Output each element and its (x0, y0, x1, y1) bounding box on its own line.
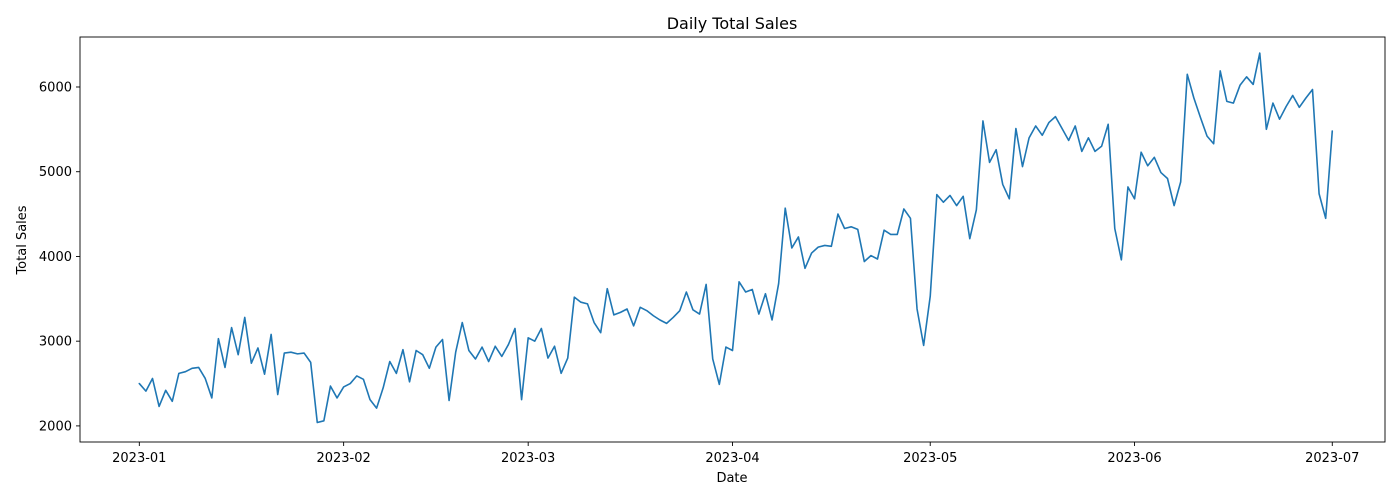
plot-area (80, 37, 1385, 442)
y-tick-label: 3000 (39, 335, 72, 350)
y-tick-label: 5000 (39, 165, 72, 180)
y-tick-label: 6000 (39, 80, 72, 95)
y-axis-label: Total Sales (15, 205, 30, 275)
x-tick-label: 2023-03 (501, 451, 555, 466)
x-tick-label: 2023-04 (705, 451, 759, 466)
x-tick-label: 2023-07 (1305, 451, 1359, 466)
chart-title: Daily Total Sales (667, 14, 798, 33)
x-tick-label: 2023-06 (1107, 451, 1161, 466)
x-tick-label: 2023-02 (316, 451, 370, 466)
series-line (138, 52, 1334, 424)
y-tick-label: 2000 (39, 419, 72, 434)
y-axis-ticks: 2000 3000 4000 5000 6000 (39, 80, 80, 434)
plot-frame (79, 36, 1386, 443)
y-tick-label: 4000 (39, 250, 72, 265)
x-axis-label: Date (716, 471, 747, 486)
x-tick-label: 2023-05 (903, 451, 957, 466)
x-axis-ticks: 2023-01 2023-02 2023-03 2023-04 2023-05 2023-… (112, 442, 1359, 466)
x-tick-label: 2023-01 (112, 451, 166, 466)
